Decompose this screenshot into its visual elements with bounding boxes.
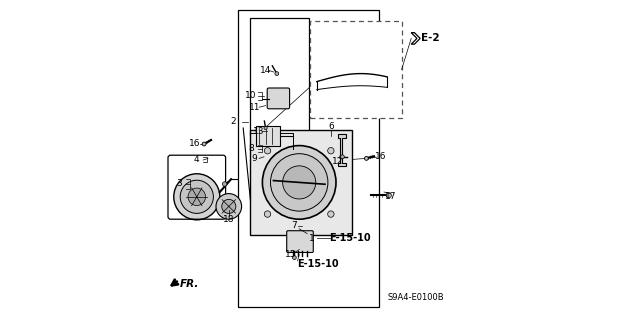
Text: 13: 13 [253, 127, 265, 136]
Text: 15: 15 [285, 250, 297, 259]
Text: S9A4-E0100B: S9A4-E0100B [388, 293, 444, 302]
Text: E-15-10: E-15-10 [298, 259, 339, 269]
Circle shape [223, 182, 227, 186]
FancyBboxPatch shape [250, 130, 352, 235]
Bar [250, 18, 309, 136]
Circle shape [174, 174, 220, 220]
Text: E-15-10: E-15-10 [330, 233, 371, 244]
Circle shape [264, 211, 271, 217]
Circle shape [328, 148, 334, 154]
Text: 10: 10 [246, 92, 257, 100]
Circle shape [283, 166, 316, 199]
Text: 18: 18 [223, 215, 234, 224]
Text: 8: 8 [248, 144, 254, 153]
Text: 12: 12 [332, 157, 343, 166]
Circle shape [387, 193, 392, 198]
Polygon shape [338, 134, 346, 166]
Text: 17: 17 [385, 192, 396, 201]
Text: 2: 2 [231, 117, 236, 126]
Text: 16: 16 [189, 140, 201, 148]
Text: 7: 7 [292, 221, 297, 230]
Circle shape [221, 199, 236, 213]
Text: 1: 1 [309, 234, 315, 243]
Circle shape [340, 155, 344, 159]
Text: 3: 3 [177, 180, 182, 188]
Text: 9: 9 [252, 154, 257, 163]
Circle shape [271, 154, 328, 211]
Bar [310, 21, 402, 118]
Circle shape [264, 148, 271, 154]
Circle shape [188, 188, 205, 205]
Circle shape [202, 142, 206, 146]
Circle shape [264, 126, 268, 130]
Text: FR.: FR. [180, 279, 200, 289]
Bar [256, 126, 280, 146]
Circle shape [328, 211, 334, 217]
Circle shape [365, 156, 369, 160]
FancyBboxPatch shape [268, 88, 290, 109]
Text: 11: 11 [249, 103, 260, 112]
Text: 14: 14 [260, 66, 271, 75]
Circle shape [262, 146, 336, 219]
Text: 4: 4 [194, 156, 200, 164]
Circle shape [216, 194, 242, 219]
Bar [239, 10, 380, 307]
Circle shape [292, 256, 296, 260]
Circle shape [275, 72, 279, 76]
Circle shape [180, 180, 213, 213]
Text: 16: 16 [375, 152, 387, 161]
FancyBboxPatch shape [287, 231, 314, 252]
Text: E-2: E-2 [422, 33, 440, 44]
Text: 6: 6 [328, 122, 334, 131]
